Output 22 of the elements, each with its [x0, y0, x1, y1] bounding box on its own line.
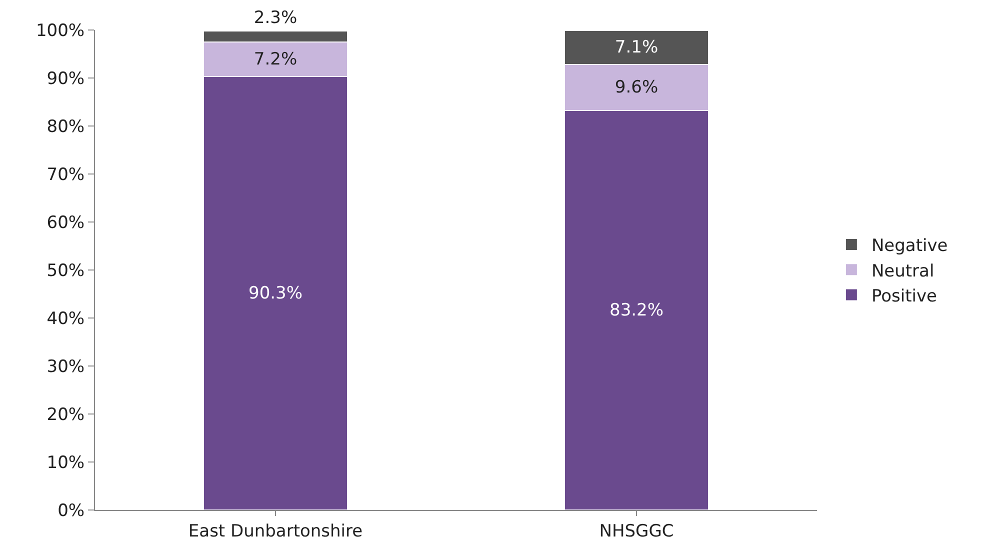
y-tick-label: 0% — [58, 500, 85, 521]
y-tick-label: 80% — [46, 116, 85, 137]
y-tick-label: 50% — [46, 260, 85, 281]
data-label: 7.2% — [254, 49, 298, 70]
y-tick-label: 10% — [46, 452, 85, 473]
y-tick-label: 100% — [36, 20, 85, 41]
data-label: 83.2% — [609, 300, 664, 320]
y-tick-label: 60% — [46, 212, 85, 233]
x-tick-label: East Dunbartonshire — [188, 521, 363, 542]
legend-label: Positive — [871, 286, 937, 306]
y-tick-label: 40% — [46, 308, 85, 329]
data-label: 9.6% — [614, 78, 658, 98]
legend-label: Neutral — [871, 261, 934, 282]
y-tick-label: 90% — [46, 68, 85, 89]
y-tick-label: 70% — [46, 164, 85, 185]
data-label: 2.3% — [254, 8, 298, 28]
legend-label: Negative — [871, 236, 948, 256]
x-tick-label: NHSGGC — [599, 521, 674, 542]
y-tick-label: 20% — [46, 404, 85, 425]
y-tick-label: 30% — [46, 356, 85, 377]
data-label: 90.3% — [248, 283, 303, 304]
data-label: 7.1% — [614, 38, 658, 58]
